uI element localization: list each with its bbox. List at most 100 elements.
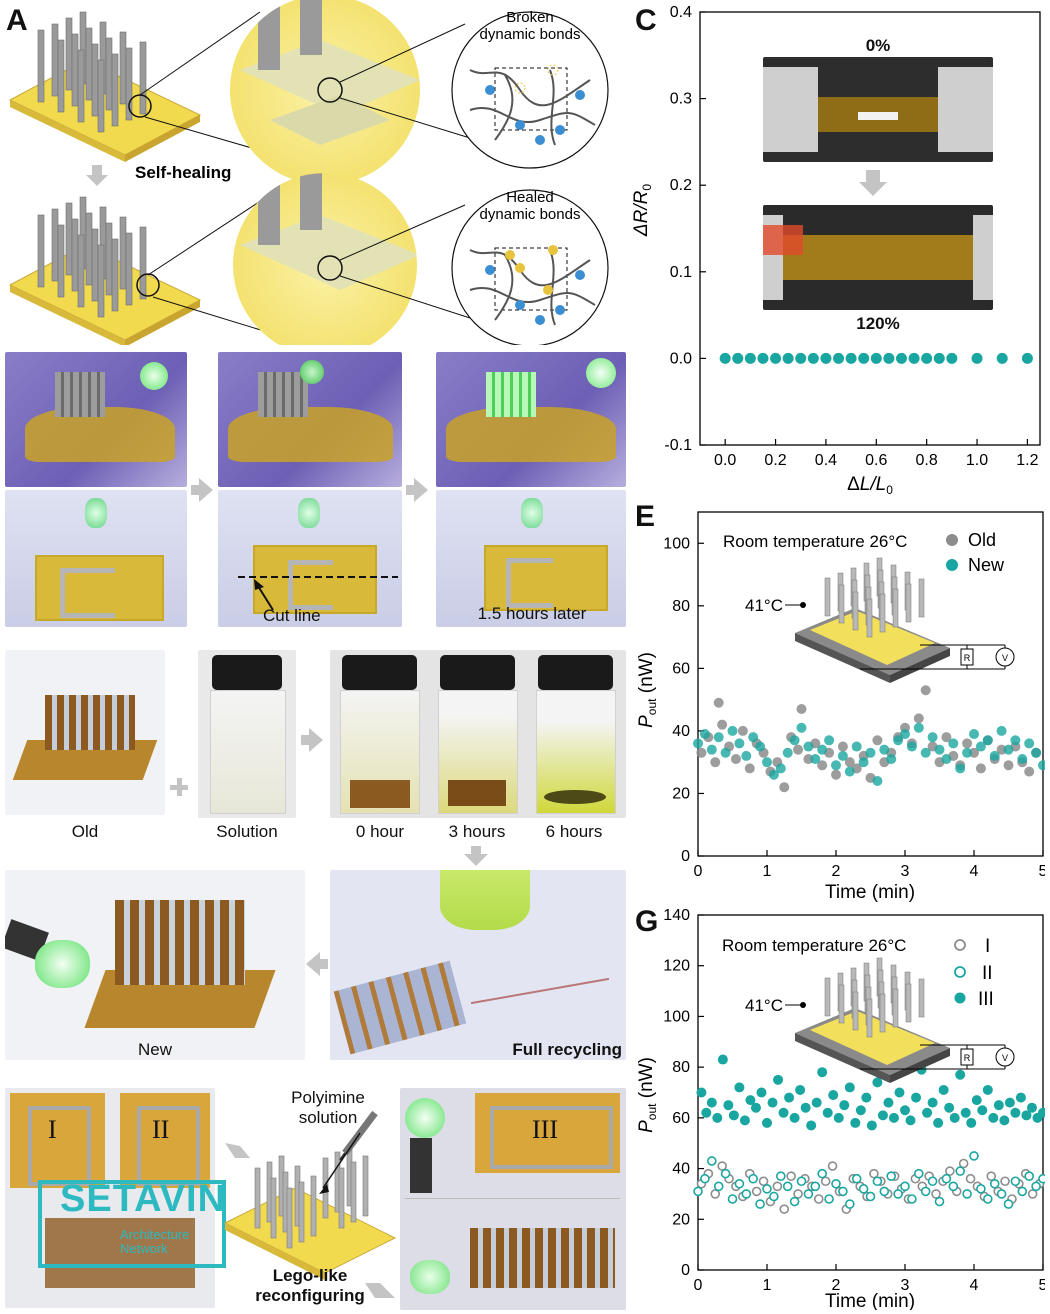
resistor-label: R [964,1053,971,1063]
data-point-ii [996,1189,1007,1199]
data-point-ii [755,1199,765,1209]
data-point-ii [865,1191,876,1202]
data-point-iii [900,1105,910,1116]
x-tick-label: 4 [970,863,979,880]
data-point-new [1017,754,1028,765]
data-point [946,352,958,364]
photo-d-dissolving [330,650,626,818]
data-point-old [796,704,807,715]
data-point-new [934,744,945,755]
thermoleg [905,983,912,1023]
room-temp-label: Room temperature 26°C [722,936,906,955]
data-point-new [734,738,745,749]
data-point-i [986,1171,997,1181]
panel-label-a: A [6,4,28,37]
heater-side2 [890,1048,950,1083]
data-point-iii [706,1097,717,1108]
thermoleg [879,593,886,633]
y-tick-label: 80 [672,598,690,615]
resistor [960,648,974,666]
data-point-iii [806,1120,817,1131]
data-point-iii [839,1100,850,1111]
data-point-new [858,757,869,768]
data-point-new [741,750,752,761]
y-tick-label: 140 [663,907,690,924]
caption-6-hours: 6 hours [545,822,603,841]
thermoleg [918,578,925,618]
data-point-new [989,750,1000,761]
data-point-iii [938,1084,949,1095]
data-point-ii [762,1184,772,1194]
data-point-old [941,732,952,743]
x-tick-label: 1 [763,1277,772,1294]
data-point-iii [993,1100,1004,1111]
data-point-new [817,744,828,755]
x-axis-label: ΔL/L0 [847,474,893,495]
data-point-new [824,735,835,746]
data-point-new [906,741,917,752]
data-point-iii [789,1112,800,1123]
data-point-ii [1038,1173,1045,1184]
data-point-new [982,735,993,746]
data-point-ii [727,1194,738,1204]
data-point-ii [962,1189,972,1199]
x-tick-label: 5 [1039,863,1045,880]
thermoleg [824,577,831,617]
data-point-ii [948,1181,959,1192]
data-point-ii [934,1196,945,1207]
x-axis-label: Time (min) [825,1291,915,1310]
data-point-ii [838,1186,848,1197]
y-axis-label: ΔR/R0 [631,184,654,237]
y-tick-label: 100 [663,1008,690,1025]
module-label-i: I [48,1115,57,1144]
data-point [782,352,794,364]
x-tick-label: 0.6 [865,452,887,469]
data-point-new [948,738,959,749]
data-point [883,352,895,364]
data-point-iii [795,1084,806,1095]
data-point-ii [858,1184,869,1194]
data-point-ii [776,1171,786,1181]
data-point-i [717,1161,727,1171]
x-tick-label: 0 [694,1277,703,1294]
data-point-iii [778,1107,789,1118]
data-point-new [900,729,910,740]
data-point-iii [877,1110,888,1121]
data-point-new [755,741,766,752]
data-point-ii [824,1194,834,1204]
data-point [1021,352,1033,364]
legend-label-iii: III [978,989,994,1010]
data-point-old [744,763,755,774]
data-point-iii [861,1092,872,1103]
data-point-i [779,1204,790,1214]
y-tick-label: 60 [672,1110,690,1127]
data-point-iii [883,1097,894,1108]
data-point-iii [773,1074,784,1085]
plot-frame [699,11,1041,446]
x-tick-label: 0.0 [714,452,736,469]
data-point-old [710,757,721,768]
data-point-new [872,775,883,786]
data-point-old [1003,760,1014,771]
data-point [858,352,870,364]
data-point-iii [1010,1107,1021,1118]
photo-d-recycling [330,870,626,1060]
x-axis-label: Time (min) [825,882,915,902]
x-tick-label: 1.2 [1016,452,1038,469]
panel-a-schematic: Broken dynamic bonds Self-healing [8,0,609,345]
data-point-new [727,725,738,736]
data-point-iii [977,1105,988,1116]
data-point-ii [1003,1199,1014,1209]
network-circle-healed [451,189,609,345]
data-point-new [1024,738,1035,749]
data-point-ii [734,1178,745,1189]
photo-d-old [5,650,165,815]
data-point-new [789,735,800,746]
x-tick-label: 3 [901,1277,910,1294]
data-point-ii [748,1173,758,1184]
data-point [933,352,945,364]
data-point-ii [976,1184,986,1194]
data-point-new [831,760,841,771]
data-point [820,352,832,364]
data-point-ii [707,1156,717,1166]
